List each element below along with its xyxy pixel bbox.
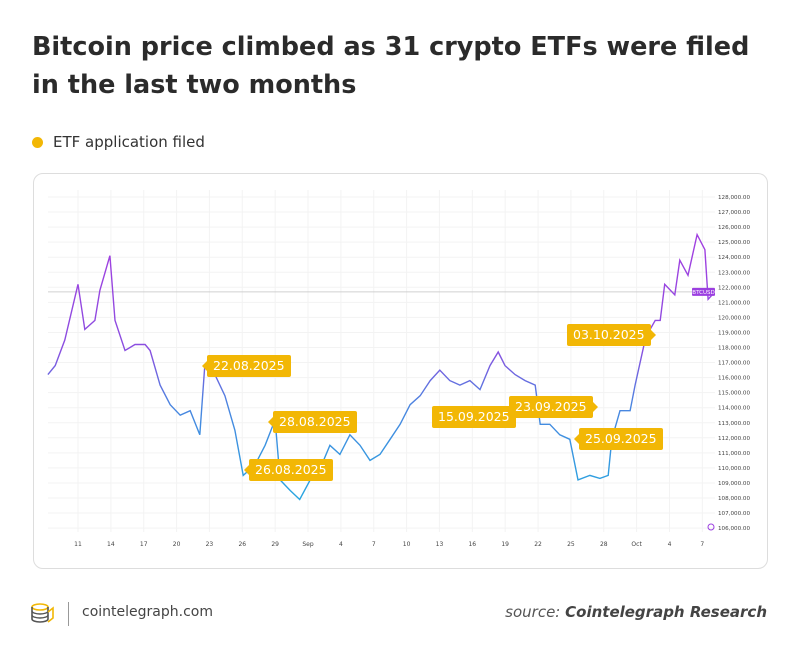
y-tick-label: 116,000.00 bbox=[718, 376, 750, 382]
x-tick-label: Sep bbox=[302, 541, 314, 548]
y-tick-label: 114,000.00 bbox=[718, 406, 750, 412]
y-tick-label: 120,000.00 bbox=[718, 315, 750, 321]
x-tick-label: 14 bbox=[107, 541, 115, 548]
source-name: Cointelegraph Research bbox=[565, 603, 767, 621]
svg-text:BTCUSD: BTCUSD bbox=[692, 290, 714, 296]
x-tick-label: 25 bbox=[567, 541, 575, 548]
y-tick-label: 110,000.00 bbox=[718, 466, 750, 472]
legend-label: ETF application filed bbox=[53, 133, 205, 151]
current-price-tag: BTCUSD bbox=[692, 287, 715, 296]
x-tick-label: 13 bbox=[436, 541, 444, 548]
y-tick-label: 112,000.00 bbox=[718, 436, 750, 442]
legend: ETF application filed bbox=[32, 133, 205, 151]
chart-title: Bitcoin price climbed as 31 crypto ETFs … bbox=[32, 32, 750, 100]
x-tick-label: 28 bbox=[600, 541, 608, 548]
y-tick-label: 128,000.00 bbox=[718, 195, 750, 201]
etf-annotation: 26.08.2025 bbox=[244, 459, 333, 481]
x-tick-label: 19 bbox=[501, 541, 509, 548]
y-tick-label: 121,000.00 bbox=[718, 300, 750, 306]
source-credit: source: Cointelegraph Research bbox=[505, 603, 767, 621]
x-tick-label: 29 bbox=[271, 541, 279, 548]
y-tick-label: 113,000.00 bbox=[718, 421, 750, 427]
btc-price-line bbox=[47, 232, 713, 501]
y-tick-label: 111,000.00 bbox=[718, 451, 750, 457]
x-tick-label: 11 bbox=[74, 541, 82, 548]
etf-annotation: 25.09.2025 bbox=[574, 428, 663, 450]
y-tick-label: 124,000.00 bbox=[718, 255, 750, 261]
y-tick-label: 125,000.00 bbox=[718, 240, 750, 246]
y-tick-label: 126,000.00 bbox=[718, 225, 750, 231]
y-tick-label: 118,000.00 bbox=[718, 346, 750, 352]
y-tick-label: 127,000.00 bbox=[718, 210, 750, 216]
x-tick-label: 7 bbox=[700, 541, 704, 548]
footer-divider bbox=[68, 602, 69, 626]
x-tick-label: 26 bbox=[238, 541, 246, 548]
x-tick-label: 22 bbox=[534, 541, 542, 548]
y-tick-label: 115,000.00 bbox=[718, 391, 750, 397]
y-tick-label: 108,000.00 bbox=[718, 496, 750, 502]
y-tick-label: 119,000.00 bbox=[718, 330, 750, 336]
y-tick-label: 106,000.00 bbox=[718, 526, 750, 532]
y-tick-label: 107,000.00 bbox=[718, 511, 750, 517]
y-tick-label: 122,000.00 bbox=[718, 285, 750, 291]
x-tick-label: Oct bbox=[631, 541, 642, 548]
y-tick-label: 117,000.00 bbox=[718, 361, 750, 367]
footer-site: cointelegraph.com bbox=[82, 604, 213, 620]
source-prefix: source: bbox=[505, 603, 561, 621]
x-tick-label: 16 bbox=[468, 541, 476, 548]
x-tick-label: 4 bbox=[339, 541, 343, 548]
reset-icon[interactable] bbox=[707, 523, 715, 531]
etf-annotation: 28.08.2025 bbox=[268, 411, 357, 433]
x-tick-label: 20 bbox=[173, 541, 181, 548]
x-tick-label: 17 bbox=[140, 541, 148, 548]
y-tick-label: 123,000.00 bbox=[718, 270, 750, 276]
x-tick-label: 4 bbox=[668, 541, 672, 548]
etf-annotation: 22.08.2025 bbox=[202, 355, 291, 377]
cointelegraph-logo-icon bbox=[30, 602, 56, 630]
etf-annotation: 03.10.2025 bbox=[567, 324, 656, 346]
etf-annotation: 15.09.2025 bbox=[432, 406, 516, 428]
chart-card bbox=[33, 173, 768, 569]
legend-dot-icon bbox=[32, 136, 43, 148]
x-tick-label: 7 bbox=[372, 541, 376, 548]
x-tick-label: 23 bbox=[206, 541, 214, 548]
x-tick-label: 10 bbox=[403, 541, 411, 548]
y-tick-label: 109,000.00 bbox=[718, 481, 750, 487]
etf-annotation: 23.09.2025 bbox=[509, 396, 598, 418]
